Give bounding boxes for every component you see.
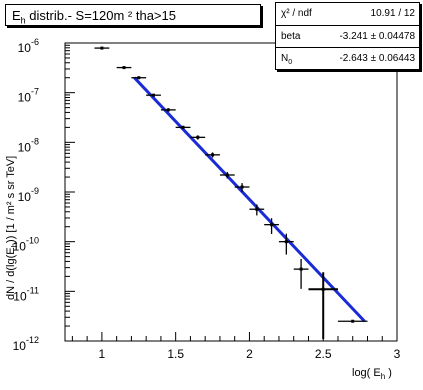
data-point	[160, 108, 176, 112]
data-point	[190, 135, 206, 140]
fit-line	[133, 76, 366, 323]
x-tick-label: 2.5	[315, 347, 332, 361]
point-marker	[284, 240, 288, 244]
x-tick-label: 3	[394, 347, 401, 361]
point-marker	[122, 66, 126, 70]
data-point	[337, 319, 368, 323]
data-point	[116, 66, 132, 70]
fit-statistics-box: χ² / ndf 10.91 / 12 beta -3.241 ± 0.0447…	[275, 2, 420, 70]
point-marker	[137, 76, 141, 80]
point-marker	[351, 319, 355, 323]
point-marker	[321, 287, 325, 291]
stats-row-chi2: χ² / ndf 10.91 / 12	[281, 8, 415, 19]
data-point	[219, 171, 235, 179]
point-marker	[196, 135, 200, 139]
y-tick-label: 10-10	[13, 236, 39, 254]
point-marker	[270, 223, 274, 227]
point-marker	[211, 153, 215, 157]
data-point	[308, 272, 338, 339]
point-marker	[181, 125, 185, 129]
data-point	[278, 233, 294, 255]
y-tick-label: 10-7	[18, 87, 39, 105]
data-point	[293, 258, 309, 289]
point-marker	[152, 93, 156, 97]
x-axis-label: log( Eh )	[352, 367, 392, 381]
x-axis: 1 1.5 2 2.5 3	[71, 332, 401, 361]
x-tick-label: 1.5	[167, 347, 184, 361]
data-point	[205, 152, 220, 158]
x-tick-label: 2	[246, 347, 253, 361]
stats-row-n0: N0 -2.643 ± 0.06443	[276, 47, 419, 69]
y-tick-label: 10-6	[18, 37, 39, 55]
y-axis: 10-6 10-7 10-8 10-9 10-10 10-11 10-12	[13, 37, 75, 353]
data-points	[94, 46, 368, 339]
y-tick-label: 10-9	[18, 186, 39, 204]
y-tick-label: 10-11	[13, 285, 39, 303]
point-marker	[299, 267, 303, 271]
data-point	[94, 46, 110, 50]
data-point	[146, 93, 161, 97]
point-marker	[255, 207, 259, 211]
y-axis-label: dN / d(lg(Eh)) [1 / m² s sr TeV]	[5, 156, 19, 300]
y-tick-label: 10-8	[18, 136, 39, 154]
fit-line-segment	[133, 76, 366, 323]
stats-row-beta: beta -3.241 ± 0.04478	[276, 25, 419, 47]
data-point	[249, 204, 265, 216]
point-marker	[240, 185, 244, 189]
data-point	[234, 183, 250, 192]
data-point	[175, 125, 191, 130]
point-marker	[166, 108, 170, 112]
data-point	[131, 76, 147, 80]
x-tick-label: 1	[99, 347, 106, 361]
y-tick-label: 10-12	[13, 335, 39, 353]
plot-frame	[64, 42, 398, 342]
chart-title: Eh distrib.- S=120m ² tha>15	[5, 4, 261, 26]
point-marker	[225, 173, 229, 177]
data-point	[264, 218, 279, 234]
point-marker	[100, 46, 104, 50]
